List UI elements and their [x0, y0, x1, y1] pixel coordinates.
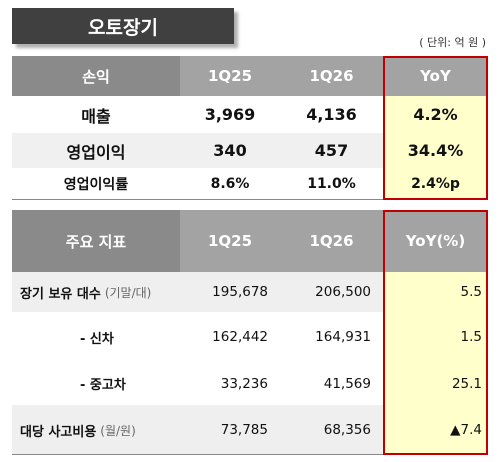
header-cell: 1Q25: [180, 210, 280, 272]
label-note: (기말/대): [104, 285, 152, 300]
value-cell: 25.1: [383, 362, 488, 405]
unit-note: ( 단위: 억 원 ): [419, 36, 486, 49]
label-text: 대당 사고비용: [20, 424, 97, 440]
value-cell: 34.4%: [383, 133, 488, 168]
value-cell: 68,356: [280, 405, 383, 455]
header-cell: 1Q26: [280, 56, 383, 96]
value-cell: 340: [180, 133, 280, 168]
value-cell: 8.6%: [180, 168, 280, 200]
header-cell: 1Q26: [280, 210, 383, 272]
value-cell: 11.0%: [280, 168, 383, 200]
value-cell: 4,136: [280, 96, 383, 133]
label-note: (월/원): [100, 423, 136, 438]
row-label: 영업이익: [12, 133, 180, 168]
row-label: 장기 보유 대수 (기말/대): [12, 272, 180, 312]
value-cell: 41,569: [280, 362, 383, 405]
value-cell: 5.5: [383, 272, 488, 312]
yoy-highlight: [383, 56, 488, 200]
yoy-highlight: [383, 210, 488, 455]
row-label: - 신차: [12, 312, 180, 362]
value-cell: 2.4%p: [383, 168, 488, 200]
value-cell: ▲7.4: [383, 405, 488, 455]
label-text: - 신차: [80, 331, 114, 347]
header-cell: 주요 지표: [12, 210, 180, 272]
value-cell: 457: [280, 133, 383, 168]
header-cell: YoY(%): [383, 210, 488, 272]
value-cell: 73,785: [180, 405, 280, 455]
header-cell: YoY: [383, 56, 488, 96]
bottom-rule: [12, 199, 488, 200]
title: 오토장기: [12, 8, 234, 44]
value-cell: 164,931: [280, 312, 383, 362]
row-label: - 중고차: [12, 362, 180, 405]
header-cell: 손익: [12, 56, 180, 96]
bottom-rule: [12, 454, 488, 455]
value-cell: 195,678: [180, 272, 280, 312]
header-cell: 1Q25: [180, 56, 280, 96]
label-text: 장기 보유 대수: [20, 286, 101, 302]
value-cell: 3,969: [180, 96, 280, 133]
value-cell: 206,500: [280, 272, 383, 312]
row-label: 영업이익률: [12, 168, 180, 200]
value-cell: 162,442: [180, 312, 280, 362]
value-cell: 33,236: [180, 362, 280, 405]
value-cell: 4.2%: [383, 96, 488, 133]
row-label: 대당 사고비용 (월/원): [12, 405, 180, 455]
label-text: - 중고차: [80, 378, 126, 393]
value-cell: 1.5: [383, 312, 488, 362]
row-label: 매출: [12, 96, 180, 133]
